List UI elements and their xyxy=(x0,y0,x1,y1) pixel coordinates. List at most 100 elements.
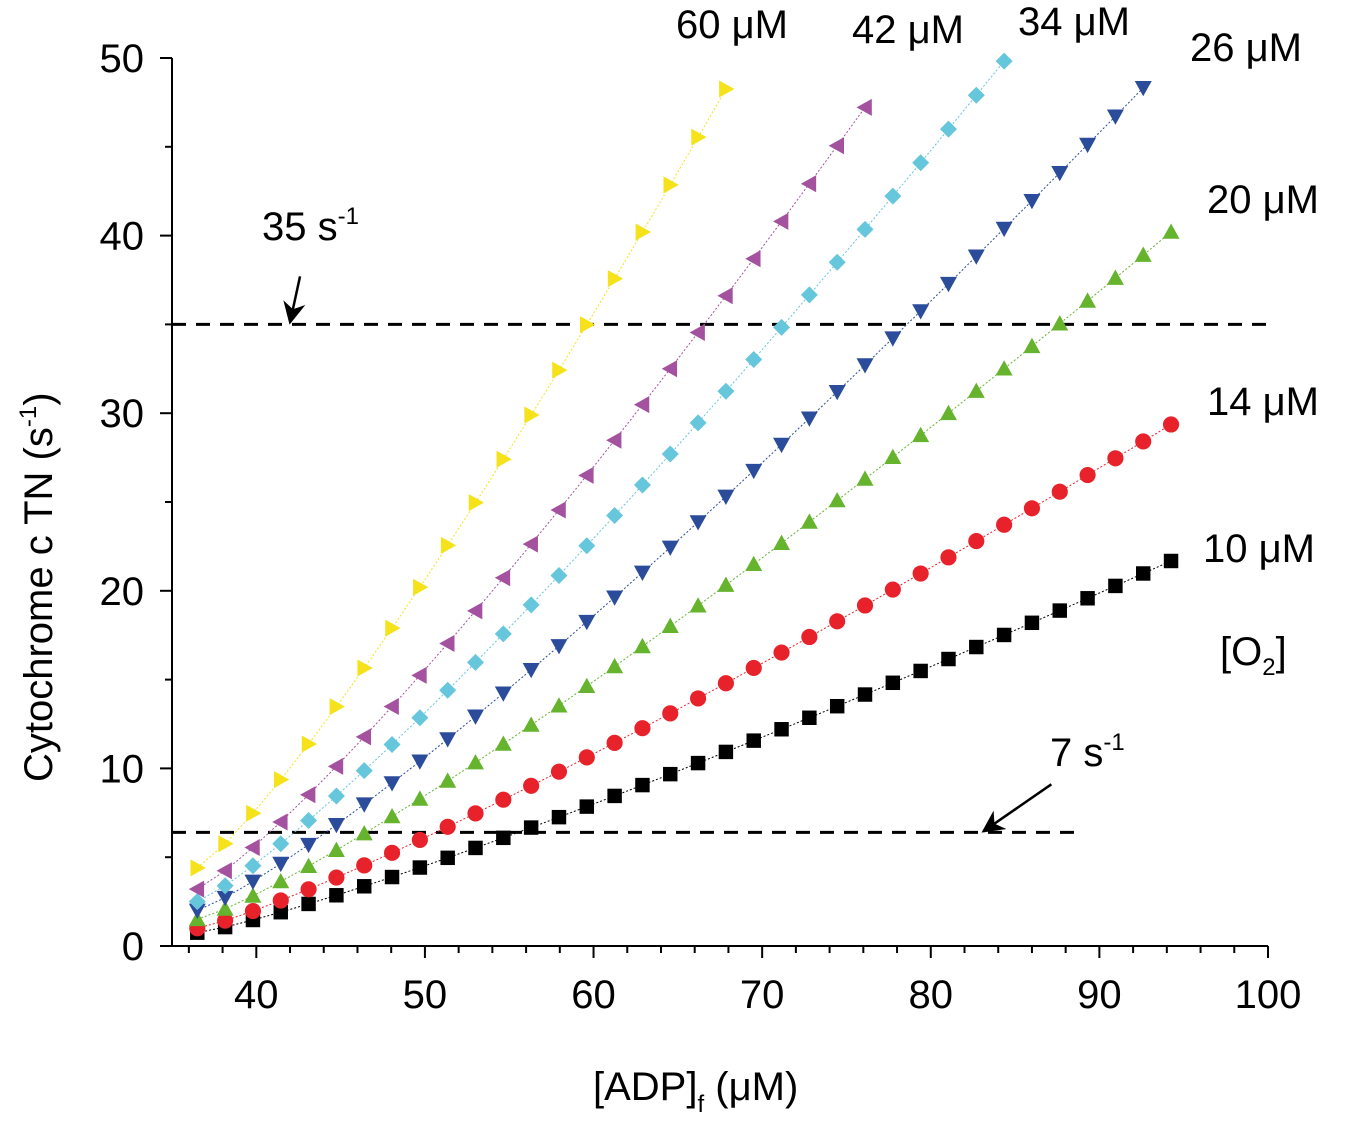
data-point xyxy=(856,98,872,116)
data-point xyxy=(689,597,707,613)
data-point xyxy=(745,659,762,677)
data-point xyxy=(440,536,457,554)
series-line xyxy=(197,231,1172,920)
data-point xyxy=(217,912,234,929)
data-point xyxy=(829,698,845,714)
series-label-14: 14 μM xyxy=(1207,380,1319,424)
data-point xyxy=(188,903,206,919)
data-point xyxy=(634,720,651,737)
data-point xyxy=(635,223,651,241)
y-axis-title: Cytochrome c TN (s-1) xyxy=(15,392,61,782)
data-point xyxy=(661,617,679,633)
data-point xyxy=(607,788,622,804)
data-point xyxy=(967,86,985,104)
data-point xyxy=(272,813,288,831)
data-point xyxy=(578,537,596,555)
data-point xyxy=(273,771,290,789)
data-point xyxy=(663,176,679,194)
data-point xyxy=(939,120,957,138)
series-26 xyxy=(188,81,1152,919)
data-point xyxy=(216,862,232,880)
data-point xyxy=(633,637,651,654)
y-tick-label: 0 xyxy=(122,925,144,969)
data-point xyxy=(1106,109,1124,125)
data-point xyxy=(439,772,457,788)
data-point xyxy=(635,777,650,793)
data-point xyxy=(329,888,344,903)
data-point xyxy=(300,786,316,804)
y-ticks: 0 10 20 30 40 50 xyxy=(100,37,172,969)
data-point xyxy=(355,825,373,841)
data-point xyxy=(884,187,902,205)
data-point xyxy=(578,466,594,484)
series-60 xyxy=(190,80,735,877)
data-point xyxy=(385,619,401,637)
data-point xyxy=(717,489,735,505)
data-point xyxy=(913,663,928,679)
data-point xyxy=(884,331,902,347)
data-point xyxy=(995,52,1013,70)
data-point xyxy=(607,270,624,288)
data-point xyxy=(689,515,707,531)
data-point xyxy=(745,250,761,268)
data-point xyxy=(773,534,791,550)
data-point xyxy=(1135,566,1151,581)
data-point xyxy=(328,869,345,886)
data-point xyxy=(440,850,455,866)
data-point xyxy=(522,596,540,614)
data-point xyxy=(550,763,568,780)
data-point xyxy=(272,892,289,909)
data-point xyxy=(661,445,679,463)
data-point xyxy=(494,735,512,751)
series-labels: 60 μM 42 μM 34 μM 26 μM 20 μM 14 μM 10 μ… xyxy=(676,0,1319,571)
data-point xyxy=(633,565,651,581)
data-point xyxy=(606,734,623,751)
data-point xyxy=(1023,337,1041,354)
data-point xyxy=(355,762,373,780)
x-tick-label: 100 xyxy=(1235,973,1302,1017)
data-point xyxy=(773,318,791,336)
data-point xyxy=(800,411,818,427)
data-point xyxy=(552,361,568,379)
data-point xyxy=(1163,553,1179,569)
data-point xyxy=(773,644,790,661)
data-point xyxy=(494,569,511,587)
data-point xyxy=(439,818,456,835)
data-point xyxy=(606,657,624,674)
series-label-26: 26 μM xyxy=(1190,26,1302,70)
data-point xyxy=(356,879,372,894)
data-point xyxy=(439,681,457,699)
data-point xyxy=(1051,483,1068,500)
x-tick-label: 60 xyxy=(571,973,616,1017)
data-point xyxy=(383,844,401,861)
data-point xyxy=(383,807,401,824)
data-point xyxy=(661,540,679,556)
data-point xyxy=(495,791,512,808)
data-point xyxy=(717,287,733,305)
data-point xyxy=(190,859,206,877)
data-point xyxy=(578,677,596,694)
data-point xyxy=(606,507,624,525)
data-point xyxy=(691,128,707,146)
data-point xyxy=(828,384,846,401)
data-point xyxy=(523,777,540,794)
data-point xyxy=(411,666,427,684)
data-point xyxy=(745,350,763,368)
data-point xyxy=(718,744,734,760)
data-point xyxy=(1023,500,1041,517)
annotation-arrow xyxy=(283,276,306,325)
series-42 xyxy=(188,98,872,898)
series-label-10: 10 μM xyxy=(1203,527,1315,571)
data-point xyxy=(550,501,566,519)
data-point xyxy=(995,221,1013,238)
data-point xyxy=(719,80,735,98)
x-ticks: 40 50 60 70 80 90 100 xyxy=(187,946,1302,1017)
data-point xyxy=(885,675,901,691)
data-point xyxy=(523,820,539,835)
data-point xyxy=(412,860,428,875)
data-point xyxy=(1079,292,1097,308)
data-point xyxy=(300,837,318,854)
data-point xyxy=(1108,578,1123,594)
data-point xyxy=(496,450,512,468)
data-point xyxy=(439,634,455,652)
